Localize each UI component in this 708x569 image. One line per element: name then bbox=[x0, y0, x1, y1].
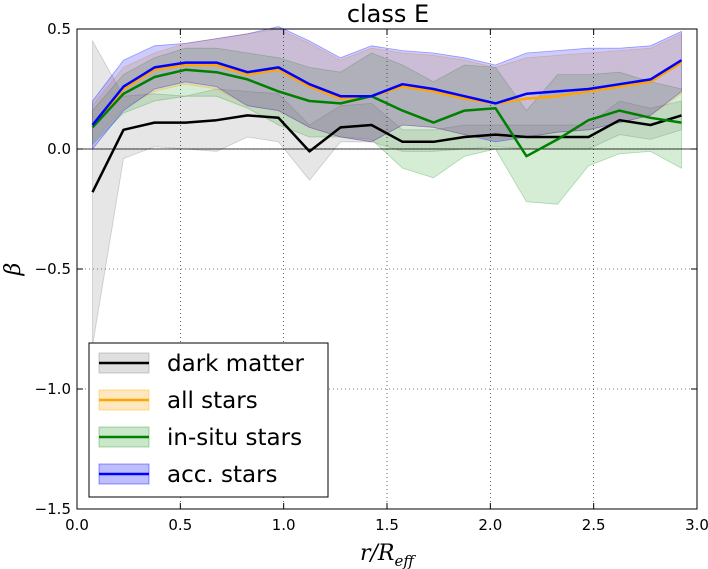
legend-item-dark-matter: dark matter bbox=[98, 351, 304, 377]
chart-title: class E bbox=[347, 0, 429, 28]
y-tick-label: −1.0 bbox=[35, 380, 71, 398]
legend-item-acc-stars: acc. stars bbox=[98, 462, 278, 488]
legend-label: in-situ stars bbox=[167, 425, 302, 451]
legend-item-all-stars: all stars bbox=[98, 388, 258, 414]
legend: dark matter all stars in-situ stars acc. st… bbox=[88, 342, 329, 498]
x-axis-label: r/Reff bbox=[360, 541, 416, 569]
x-tick-label: 1.5 bbox=[375, 516, 399, 534]
line-dark-matter bbox=[91, 114, 682, 193]
x-tick-label: 2.0 bbox=[478, 516, 502, 534]
legend-label: all stars bbox=[167, 388, 258, 414]
series-lines bbox=[91, 59, 683, 193]
x-tick-label: 2.5 bbox=[582, 516, 606, 534]
y-tick-label: −0.5 bbox=[35, 260, 71, 278]
legend-label: acc. stars bbox=[167, 462, 278, 488]
y-tick-label: 0.0 bbox=[47, 140, 71, 158]
y-axis-label: β bbox=[1, 263, 26, 277]
x-tick-label: 0.0 bbox=[65, 516, 89, 534]
line-in-situ-stars bbox=[91, 68, 682, 158]
band-acc-stars bbox=[92, 26, 682, 151]
axis-ticks: 0.0 0.5 1.0 1.5 2.0 2.5 3.0 0.5 0.0 −0.5 −1.0 −1.5 bbox=[35, 20, 708, 534]
y-tick-label: −1.5 bbox=[35, 500, 71, 518]
band-in-situ-stars bbox=[92, 47, 682, 205]
x-axis-label-text: r/Reff bbox=[360, 541, 416, 569]
legend-box bbox=[88, 342, 329, 498]
y-tick-label: 0.5 bbox=[47, 20, 71, 38]
line-acc-stars bbox=[91, 59, 683, 126]
x-tick-label: 0.5 bbox=[168, 516, 192, 534]
x-tick-label: 1.0 bbox=[272, 516, 296, 534]
legend-label: dark matter bbox=[167, 351, 304, 377]
legend-item-in-situ-stars: in-situ stars bbox=[98, 425, 302, 451]
x-tick-label: 3.0 bbox=[685, 516, 708, 534]
